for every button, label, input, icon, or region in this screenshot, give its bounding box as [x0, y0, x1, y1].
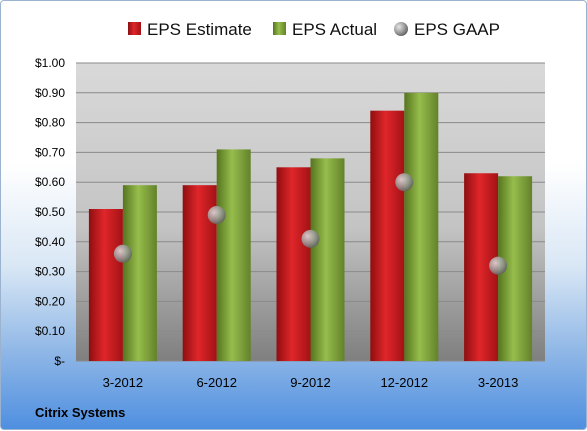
legend-swatch-actual — [273, 22, 286, 35]
source-label: Citrix Systems — [35, 405, 125, 420]
gaap-markers — [113, 173, 508, 275]
y-tick-label: $0.70 — [35, 145, 65, 159]
bar-eps-actual — [310, 158, 345, 361]
x-tick-label: 12-2012 — [380, 375, 428, 390]
y-tick-label: $0.30 — [35, 265, 65, 279]
y-tick-label: $1.00 — [35, 56, 65, 70]
y-tick-label: $- — [54, 354, 65, 368]
marker-eps-gaap — [207, 205, 226, 224]
x-axis-ticks: 3-2012 6-2012 9-2012 12-2012 3-2013 — [103, 375, 519, 390]
y-tick-label: $0.40 — [35, 235, 65, 249]
legend-label-gaap: EPS GAAP — [414, 20, 500, 39]
y-tick-label: $0.90 — [35, 86, 65, 100]
y-tick-label: $0.80 — [35, 116, 65, 130]
bar-eps-estimate — [88, 209, 123, 361]
x-tick-label: 3-2013 — [478, 375, 518, 390]
x-tick-label: 9-2012 — [290, 375, 330, 390]
legend: EPS Estimate EPS Actual EPS GAAP — [128, 20, 500, 39]
bar-eps-estimate — [276, 167, 311, 361]
bars — [88, 92, 533, 362]
legend-swatch-estimate — [128, 22, 141, 35]
y-tick-label: $0.60 — [35, 175, 65, 189]
y-tick-label: $0.50 — [35, 205, 65, 219]
y-tick-label: $0.10 — [35, 324, 65, 338]
bar-eps-estimate — [370, 110, 405, 362]
legend-label-actual: EPS Actual — [292, 20, 377, 39]
legend-swatch-gaap — [394, 22, 408, 36]
bar-eps-actual — [122, 185, 157, 361]
y-tick-label: $0.20 — [35, 294, 65, 308]
legend-label-estimate: EPS Estimate — [147, 20, 252, 39]
bar-eps-actual — [404, 92, 439, 362]
x-tick-label: 3-2012 — [103, 375, 143, 390]
x-tick-label: 6-2012 — [196, 375, 236, 390]
marker-eps-gaap — [489, 256, 508, 275]
y-axis-ticks: $- $0.10 $0.20 $0.30 $0.40 $0.50 $0.60 $0.70 $0.… — [35, 56, 65, 368]
marker-eps-gaap — [395, 173, 414, 192]
marker-eps-gaap — [301, 229, 320, 248]
marker-eps-gaap — [113, 244, 132, 263]
bar-eps-actual — [216, 149, 251, 361]
